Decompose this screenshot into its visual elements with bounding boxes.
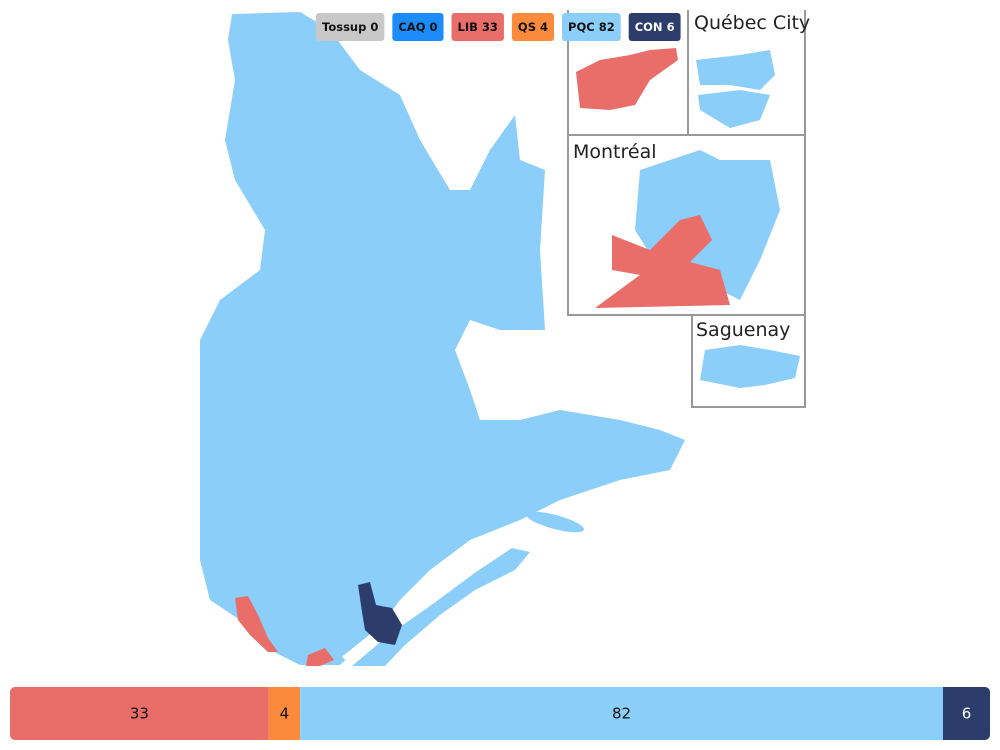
seat-segment xyxy=(10,687,269,740)
legend-chip-bg xyxy=(628,13,681,41)
legend-chip-bg xyxy=(451,13,504,41)
seat-bar: 33 4 82 6 xyxy=(10,687,990,740)
legend-chip-text: Tossup 0 xyxy=(322,20,378,34)
seat-segment xyxy=(300,687,943,740)
seat-segment xyxy=(268,687,301,740)
legend-chip: PQC 82 xyxy=(562,13,621,41)
montreal-lib xyxy=(595,215,730,308)
province-map xyxy=(200,12,685,666)
seat-label: 82 xyxy=(612,705,631,723)
legend-chip: Tossup 0 xyxy=(316,13,385,41)
legend-chip-text: CAQ 0 xyxy=(398,20,437,34)
inset-shapes xyxy=(576,48,800,388)
con-ridings xyxy=(358,582,402,645)
legend-chip-bg xyxy=(562,13,621,41)
inset-label: Saguenay xyxy=(696,319,790,341)
party-seats: 33 xyxy=(482,20,498,34)
legend-chip-bg xyxy=(316,13,385,41)
legend-chip: QS 4 xyxy=(511,13,555,41)
quebec-city-shape xyxy=(696,50,775,128)
legend-chip-text: QS 4 xyxy=(518,20,548,34)
north-region xyxy=(200,12,685,665)
legend-chip: CAQ 0 xyxy=(392,13,444,41)
gatineau-shape xyxy=(576,48,678,110)
inset-label: Montréal xyxy=(573,141,657,163)
legend-chip-text: PQC 82 xyxy=(568,20,615,34)
party-name: QS xyxy=(518,20,536,34)
legend-chip: LIB 33 xyxy=(451,13,504,41)
saguenay-shape xyxy=(700,345,800,388)
legend: Tossup 0 CAQ 0 LIB 33 QS 4 PQC 82 CON 6 xyxy=(316,13,681,41)
lib-west xyxy=(235,596,278,652)
lib-montreal xyxy=(306,648,334,666)
seat-label: 33 xyxy=(130,705,149,723)
party-name: CON xyxy=(635,20,663,34)
anticosti xyxy=(525,511,585,533)
party-seats: 6 xyxy=(667,20,675,34)
party-name: PQC xyxy=(568,20,595,34)
legend-chip-text: CON 6 xyxy=(635,20,675,34)
party-name: CAQ xyxy=(398,20,425,34)
party-name: Tossup xyxy=(322,20,366,34)
river xyxy=(342,536,518,664)
inset-labels: Québec City Montréal Saguenay xyxy=(573,12,810,341)
inset-border xyxy=(567,10,806,408)
inset-label: Québec City xyxy=(694,12,810,34)
party-seats: 4 xyxy=(540,20,548,34)
seat-label: 4 xyxy=(280,705,290,723)
insets xyxy=(567,10,806,408)
party-name: LIB xyxy=(458,20,478,34)
legend-chip: CON 6 xyxy=(628,13,681,41)
party-seats: 0 xyxy=(370,20,378,34)
legend-chip-bg xyxy=(392,13,444,41)
party-seats: 82 xyxy=(599,20,615,34)
seat-label: 6 xyxy=(962,705,972,723)
party-seats: 0 xyxy=(430,20,438,34)
legend-chip-bg xyxy=(511,13,555,41)
seat-segment xyxy=(942,687,990,740)
legend-chip-text: LIB 33 xyxy=(458,20,498,34)
